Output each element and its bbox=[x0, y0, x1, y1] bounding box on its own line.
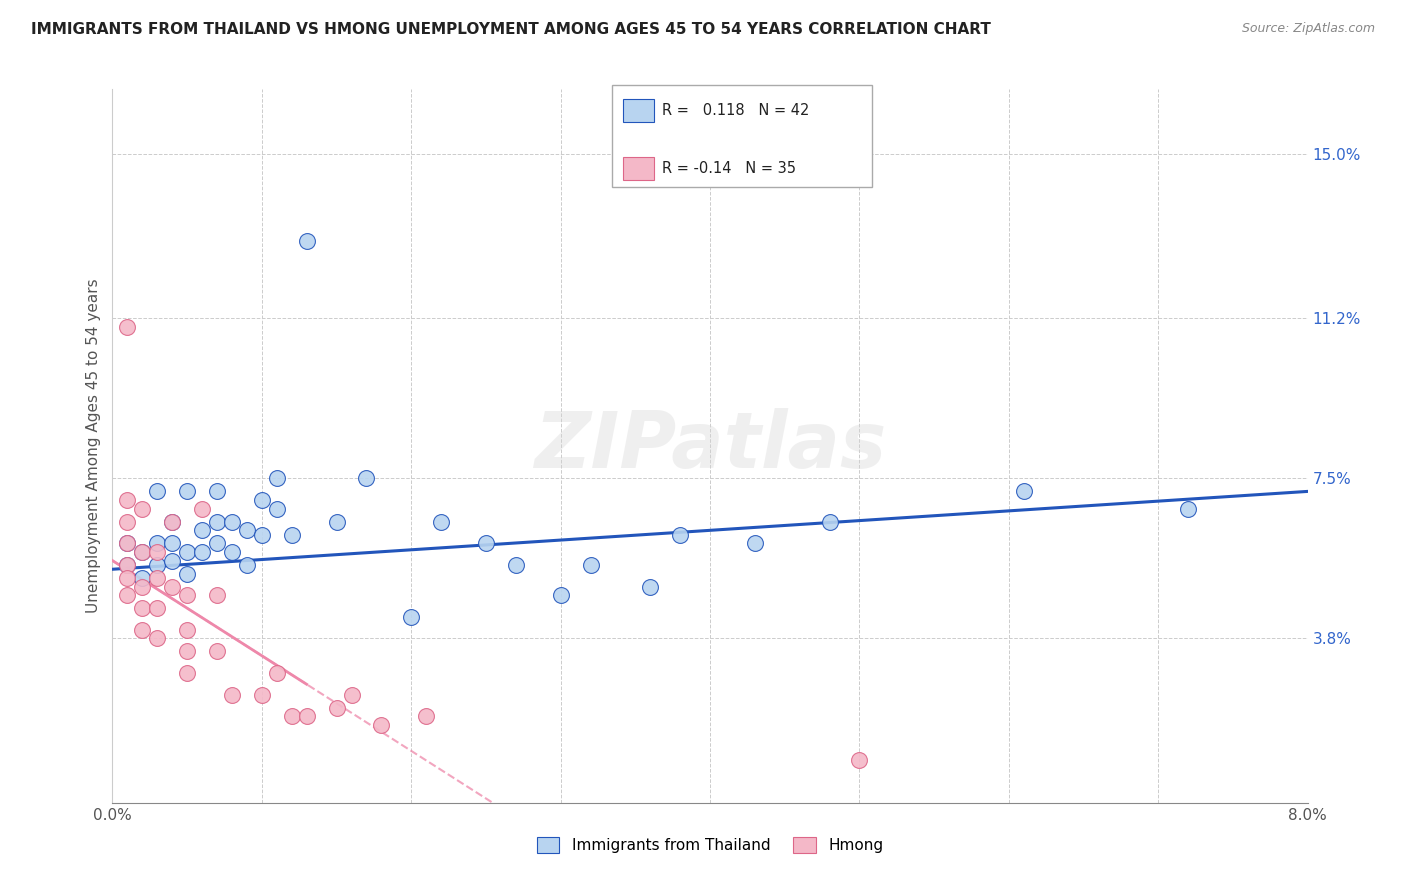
Point bbox=[475, 536, 498, 550]
Point bbox=[266, 501, 288, 516]
Point bbox=[131, 601, 153, 615]
Point bbox=[176, 566, 198, 581]
Point bbox=[176, 588, 198, 602]
Point bbox=[340, 688, 363, 702]
Point bbox=[430, 515, 453, 529]
Point bbox=[176, 623, 198, 637]
Point bbox=[117, 536, 139, 550]
Point bbox=[176, 545, 198, 559]
Text: IMMIGRANTS FROM THAILAND VS HMONG UNEMPLOYMENT AMONG AGES 45 TO 54 YEARS CORRELA: IMMIGRANTS FROM THAILAND VS HMONG UNEMPL… bbox=[31, 22, 991, 37]
Point bbox=[221, 545, 243, 559]
Point bbox=[205, 644, 228, 658]
Point bbox=[579, 558, 602, 572]
Point bbox=[325, 700, 347, 714]
Point bbox=[146, 484, 169, 499]
Point bbox=[221, 688, 243, 702]
Point bbox=[146, 632, 169, 646]
Point bbox=[176, 666, 198, 681]
Point bbox=[266, 666, 288, 681]
Point bbox=[818, 515, 841, 529]
Point bbox=[162, 580, 183, 594]
Point bbox=[146, 571, 169, 585]
Point bbox=[550, 588, 572, 602]
Point bbox=[162, 536, 183, 550]
Point bbox=[205, 536, 228, 550]
Y-axis label: Unemployment Among Ages 45 to 54 years: Unemployment Among Ages 45 to 54 years bbox=[86, 278, 101, 614]
Point bbox=[744, 536, 766, 550]
Point bbox=[640, 580, 662, 594]
Point bbox=[176, 644, 198, 658]
Point bbox=[117, 588, 139, 602]
Point bbox=[117, 320, 139, 334]
Text: R = -0.14   N = 35: R = -0.14 N = 35 bbox=[662, 161, 796, 176]
Point bbox=[266, 471, 288, 485]
Text: Source: ZipAtlas.com: Source: ZipAtlas.com bbox=[1241, 22, 1375, 36]
Point bbox=[176, 484, 198, 499]
Legend: Immigrants from Thailand, Hmong: Immigrants from Thailand, Hmong bbox=[530, 831, 890, 859]
Point bbox=[250, 493, 273, 508]
Point bbox=[415, 709, 437, 723]
Point bbox=[205, 515, 228, 529]
Point bbox=[131, 545, 153, 559]
Point bbox=[250, 688, 273, 702]
Point bbox=[295, 709, 318, 723]
Point bbox=[162, 553, 183, 567]
Point bbox=[117, 558, 139, 572]
Point bbox=[236, 558, 259, 572]
Point bbox=[191, 545, 214, 559]
Point bbox=[1012, 484, 1035, 499]
Point bbox=[117, 536, 139, 550]
Text: ZIPatlas: ZIPatlas bbox=[534, 408, 886, 484]
Point bbox=[117, 493, 139, 508]
Point bbox=[281, 527, 304, 541]
Point bbox=[236, 524, 259, 538]
Point bbox=[146, 536, 169, 550]
Point bbox=[131, 571, 153, 585]
Point bbox=[505, 558, 527, 572]
Point bbox=[162, 515, 183, 529]
Point bbox=[401, 610, 423, 624]
Point bbox=[131, 580, 153, 594]
Point bbox=[162, 515, 183, 529]
Point bbox=[295, 234, 318, 248]
Point bbox=[848, 753, 870, 767]
Point bbox=[146, 545, 169, 559]
Point bbox=[191, 501, 214, 516]
Point bbox=[191, 524, 214, 538]
Point bbox=[325, 515, 347, 529]
Point bbox=[131, 623, 153, 637]
Point bbox=[205, 588, 228, 602]
Point bbox=[117, 515, 139, 529]
Point bbox=[117, 571, 139, 585]
Point bbox=[146, 558, 169, 572]
Point bbox=[205, 484, 228, 499]
Point bbox=[146, 601, 169, 615]
Point bbox=[131, 545, 153, 559]
Point bbox=[370, 718, 392, 732]
Point bbox=[669, 527, 692, 541]
Point bbox=[250, 527, 273, 541]
Point bbox=[281, 709, 304, 723]
Point bbox=[356, 471, 378, 485]
Point bbox=[1177, 501, 1199, 516]
Point bbox=[131, 501, 153, 516]
Text: R =   0.118   N = 42: R = 0.118 N = 42 bbox=[662, 103, 810, 118]
Point bbox=[117, 558, 139, 572]
Point bbox=[221, 515, 243, 529]
